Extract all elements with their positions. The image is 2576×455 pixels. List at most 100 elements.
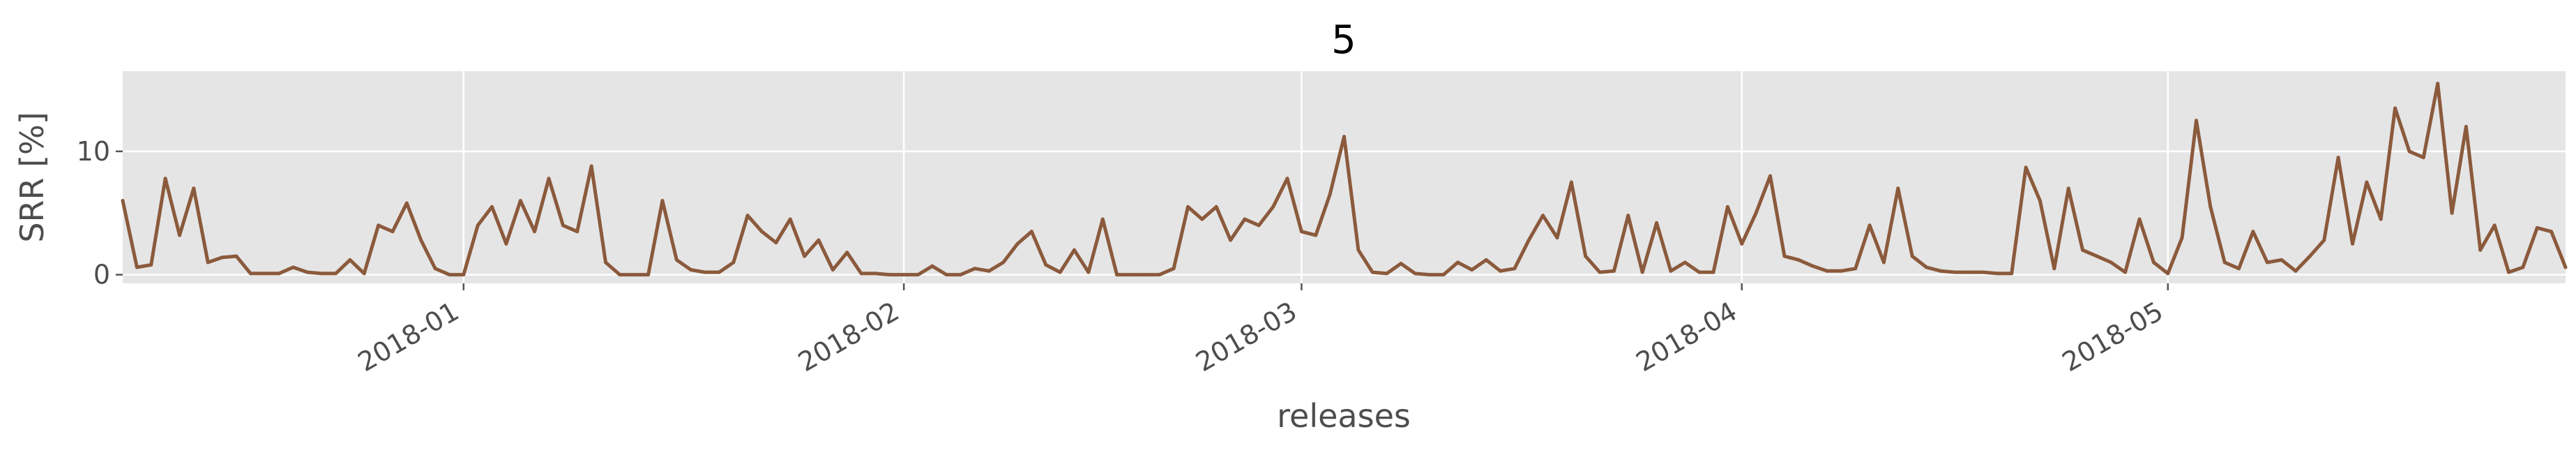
data-point xyxy=(1811,264,1815,268)
data-point xyxy=(1967,270,1971,274)
data-point xyxy=(1796,258,1801,262)
data-point xyxy=(1953,270,1957,274)
data-point xyxy=(1867,223,1872,228)
data-point xyxy=(2024,165,2028,170)
y-axis-title: SRR [%] xyxy=(13,112,51,242)
data-point xyxy=(1314,233,1318,237)
data-point xyxy=(2038,199,2042,203)
data-point xyxy=(377,223,381,228)
data-point xyxy=(2251,230,2255,234)
data-point xyxy=(788,217,792,221)
data-point xyxy=(1839,269,1843,273)
data-point xyxy=(774,241,778,245)
data-point xyxy=(1001,260,1006,264)
data-point xyxy=(973,267,977,271)
data-point xyxy=(334,271,338,276)
data-point xyxy=(703,270,707,274)
data-point xyxy=(1441,273,1446,277)
data-point xyxy=(888,273,892,277)
data-point xyxy=(121,199,125,203)
data-point xyxy=(2180,236,2184,240)
data-point xyxy=(1073,248,1076,252)
data-point xyxy=(1896,186,1900,191)
data-point xyxy=(291,265,295,269)
data-point xyxy=(859,271,863,276)
data-point xyxy=(433,267,437,271)
data-point xyxy=(1513,267,1517,271)
data-point xyxy=(1683,260,1687,264)
data-point xyxy=(391,230,395,234)
data-point xyxy=(2137,217,2142,221)
data-point xyxy=(1243,217,1247,221)
data-point xyxy=(2365,180,2369,184)
data-point xyxy=(1058,270,1062,274)
data-point xyxy=(1854,267,1858,271)
data-point xyxy=(2450,211,2454,215)
data-point xyxy=(618,273,622,277)
data-point xyxy=(959,273,963,277)
data-point xyxy=(192,186,196,191)
data-point xyxy=(745,214,750,218)
data-point xyxy=(1285,177,1289,181)
series-points xyxy=(121,82,2568,277)
data-point xyxy=(1015,241,1020,246)
data-point xyxy=(1029,230,1033,234)
data-point xyxy=(1782,254,1787,258)
data-point xyxy=(1711,270,1715,274)
data-point xyxy=(1158,273,1162,277)
data-point xyxy=(1640,270,1644,274)
data-point xyxy=(277,271,281,276)
y-tick-label: 0 xyxy=(93,260,110,290)
data-point xyxy=(2563,265,2568,269)
data-point xyxy=(2464,125,2468,128)
data-point xyxy=(2010,271,2014,276)
grid-lines xyxy=(123,71,2566,283)
data-point xyxy=(1044,263,1048,267)
data-point xyxy=(362,271,366,276)
data-point xyxy=(2379,217,2383,221)
data-point xyxy=(135,265,139,269)
data-point xyxy=(2535,226,2539,230)
data-point xyxy=(1356,248,1361,252)
data-point xyxy=(2336,156,2340,160)
data-point xyxy=(717,270,721,274)
data-point xyxy=(1214,204,1218,209)
data-point xyxy=(2507,270,2510,274)
data-point xyxy=(1881,260,1886,264)
axis-ticks xyxy=(116,150,2169,290)
data-point xyxy=(2208,204,2213,209)
data-point xyxy=(305,270,310,274)
data-point xyxy=(1981,270,1985,274)
y-tick-label: 10 xyxy=(77,136,110,167)
data-point xyxy=(2123,270,2128,274)
data-point xyxy=(902,273,906,277)
data-point xyxy=(348,258,352,262)
data-point xyxy=(803,254,807,258)
data-point xyxy=(1370,270,1374,274)
data-point xyxy=(987,269,991,273)
data-point xyxy=(1328,193,1332,197)
data-point xyxy=(1470,268,1474,272)
data-point xyxy=(2195,119,2198,123)
data-point xyxy=(1655,221,1659,225)
data-point xyxy=(1526,238,1531,242)
data-point xyxy=(462,273,466,277)
data-point xyxy=(263,271,267,276)
data-point xyxy=(1385,271,1389,276)
data-point xyxy=(2294,269,2298,273)
data-point xyxy=(163,177,167,181)
data-point xyxy=(2237,267,2241,271)
data-point xyxy=(930,264,934,268)
data-point xyxy=(206,260,210,264)
data-point xyxy=(404,201,409,205)
data-point xyxy=(732,260,736,264)
data-point xyxy=(845,251,849,255)
data-point xyxy=(2393,106,2397,110)
data-point xyxy=(817,238,821,242)
data-point xyxy=(504,241,508,246)
data-point xyxy=(419,238,423,242)
data-point xyxy=(660,199,665,203)
data-point xyxy=(533,230,537,234)
data-point xyxy=(1697,270,1702,274)
data-point xyxy=(2151,260,2155,264)
